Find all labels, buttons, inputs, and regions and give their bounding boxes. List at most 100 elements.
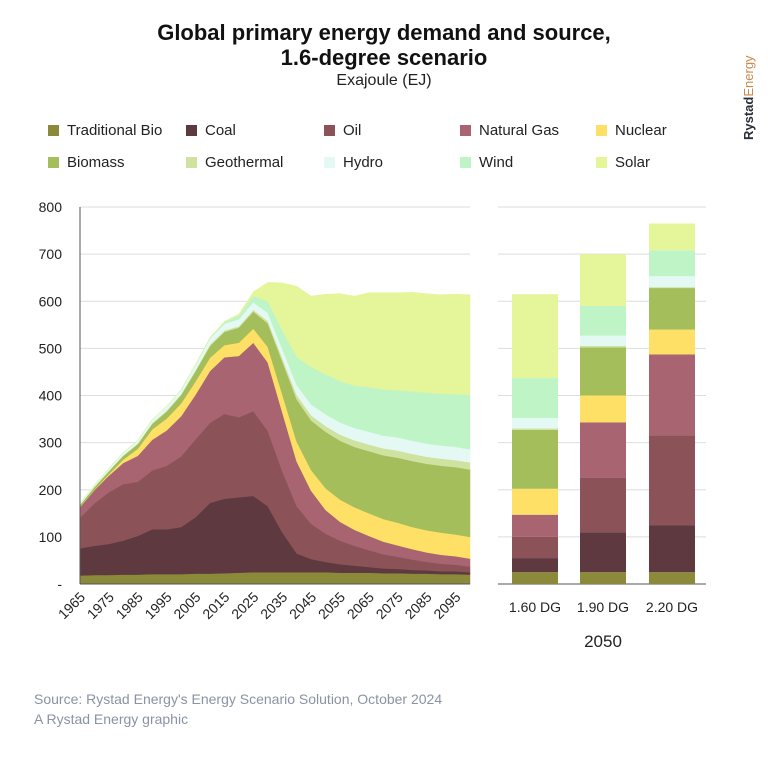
legend-item-oil: Oil — [324, 122, 361, 139]
bar-segment-1-60-dg-solar — [512, 294, 558, 379]
bar-segment-1-60-dg-traditional-bio — [512, 572, 558, 584]
legend-swatch — [186, 157, 197, 168]
x-tick-label-2015: 2015 — [199, 589, 232, 622]
legend: Traditional Bio Coal Oil Natural Gas Nuclear… — [48, 122, 728, 182]
brand-logo-part1: Rystad — [741, 96, 756, 140]
legend-item-geothermal: Geothermal — [186, 154, 283, 171]
y-tick-label-400: 400 — [39, 388, 63, 404]
bar-segment-1-90-dg-hydro — [580, 335, 626, 347]
x-tick-label-1975: 1975 — [84, 589, 117, 622]
chart-area: - 100 200 300 400 500 600 700 800 196519751985199… — [39, 199, 706, 651]
legend-swatch — [596, 125, 607, 136]
bar-segment-1-60-dg-natural-gas — [512, 514, 558, 537]
bar-segment-1-60-dg-geothermal — [512, 428, 558, 430]
bar-category-label-2-20-dg: 2.20 DG — [646, 599, 698, 615]
legend-swatch — [48, 157, 59, 168]
x-tick-label-2095: 2095 — [430, 589, 463, 622]
legend-label: Natural Gas — [479, 122, 560, 139]
bar-segment-2-20-dg-wind — [649, 250, 695, 277]
brand-logo: RystadEnergy — [741, 55, 756, 140]
chart-title-line1: Global primary energy demand and source, — [157, 20, 611, 45]
legend-swatch — [460, 125, 471, 136]
bar-segment-1-90-dg-oil — [580, 477, 626, 533]
x-tick-label-2005: 2005 — [170, 589, 203, 622]
bar-segment-1-60-dg-biomass — [512, 429, 558, 489]
chart-subtitle: Exajoule (EJ) — [336, 72, 432, 89]
chart-title-line2: 1.6-degree scenario — [280, 45, 488, 70]
x-tick-label-2065: 2065 — [344, 589, 377, 622]
area-series-solar — [79, 282, 471, 504]
legend-label: Solar — [615, 154, 651, 171]
legend-label: Geothermal — [205, 154, 284, 171]
legend-item-natural-gas: Natural Gas — [460, 122, 559, 139]
y-tick-label-600: 600 — [39, 293, 63, 309]
bar-segment-1-60-dg-nuclear — [512, 488, 558, 515]
y-tick-label-100: 100 — [39, 529, 63, 545]
legend-swatch — [460, 157, 471, 168]
chart-title: Global primary energy demand and source,… — [0, 20, 768, 70]
x-tick-label-2075: 2075 — [373, 589, 406, 622]
legend-swatch — [186, 125, 197, 136]
bar-segment-1-90-dg-biomass — [580, 347, 626, 396]
bar-segment-2-20-dg-coal — [649, 525, 695, 573]
y-tick-label-0: - — [57, 576, 62, 592]
x-tick-label-2055: 2055 — [315, 589, 348, 622]
y-tick-label-200: 200 — [39, 482, 63, 498]
x-tick-label-2085: 2085 — [401, 589, 434, 622]
y-tick-label-500: 500 — [39, 340, 63, 356]
y-tick-label-700: 700 — [39, 246, 63, 262]
x-tick-label-1965: 1965 — [55, 589, 88, 622]
bar-segment-1-60-dg-oil — [512, 536, 558, 559]
legend-item-wind: Wind — [460, 154, 513, 171]
legend-swatch — [324, 125, 335, 136]
legend-swatch — [596, 157, 607, 168]
legend-item-nuclear: Nuclear — [596, 122, 667, 139]
bar-segment-2-20-dg-natural-gas — [649, 354, 695, 436]
legend-label: Biomass — [67, 154, 125, 171]
legend-item-coal: Coal — [186, 122, 236, 139]
y-tick-label-800: 800 — [39, 199, 63, 215]
bar-segment-1-90-dg-geothermal — [580, 346, 626, 348]
source-note: Source: Rystad Energy's Energy Scenario … — [34, 689, 442, 729]
legend-label: Hydro — [343, 154, 384, 171]
bar-segment-1-60-dg-hydro — [512, 418, 558, 429]
bar-segment-1-90-dg-coal — [580, 532, 626, 573]
bar-segment-1-90-dg-wind — [580, 305, 626, 336]
legend-label: Wind — [479, 154, 514, 171]
bar-segment-1-60-dg-coal — [512, 558, 558, 573]
x-tick-label-2025: 2025 — [228, 589, 261, 622]
brand-logo-part2: Energy — [741, 55, 756, 97]
legend-label: Nuclear — [615, 122, 667, 139]
bar-segment-1-90-dg-nuclear — [580, 395, 626, 423]
bar-segment-2-20-dg-hydro — [649, 276, 695, 288]
bar-segment-2-20-dg-geothermal — [649, 287, 695, 289]
bar-segment-2-20-dg-traditional-bio — [649, 572, 695, 584]
legend-item-hydro: Hydro — [324, 154, 383, 171]
bar-segment-2-20-dg-biomass — [649, 288, 695, 330]
bar-segment-1-90-dg-traditional-bio — [580, 572, 626, 584]
x-tick-label-1995: 1995 — [141, 589, 174, 622]
legend-label: Coal — [205, 122, 236, 139]
bar-segment-1-90-dg-solar — [580, 254, 626, 306]
bar-group-label: 2050 — [584, 632, 622, 651]
source-text: Source: Rystad Energy's Energy Scenario … — [34, 691, 443, 707]
legend-label: Traditional Bio — [67, 122, 163, 139]
legend-item-traditional-bio: Traditional Bio — [48, 122, 162, 139]
y-tick-label-300: 300 — [39, 435, 63, 451]
x-tick-label-1985: 1985 — [113, 589, 146, 622]
credit-text: A Rystad Energy graphic — [34, 711, 189, 727]
x-tick-label-2035: 2035 — [257, 589, 290, 622]
bar-segment-2-20-dg-oil — [649, 435, 695, 526]
bar-category-label-1-60-dg: 1.60 DG — [509, 599, 561, 615]
legend-item-solar: Solar — [596, 154, 650, 171]
bar-segment-2-20-dg-nuclear — [649, 329, 695, 355]
bar-segment-1-90-dg-natural-gas — [580, 422, 626, 478]
bar-segment-1-60-dg-wind — [512, 378, 558, 419]
legend-label: Oil — [343, 122, 362, 139]
legend-swatch — [48, 125, 59, 136]
x-tick-label-2045: 2045 — [286, 589, 319, 622]
legend-item-biomass: Biomass — [48, 154, 125, 171]
legend-swatch — [324, 157, 335, 168]
bar-category-label-1-90-dg: 1.90 DG — [577, 599, 629, 615]
bar-segment-2-20-dg-solar — [649, 223, 695, 251]
